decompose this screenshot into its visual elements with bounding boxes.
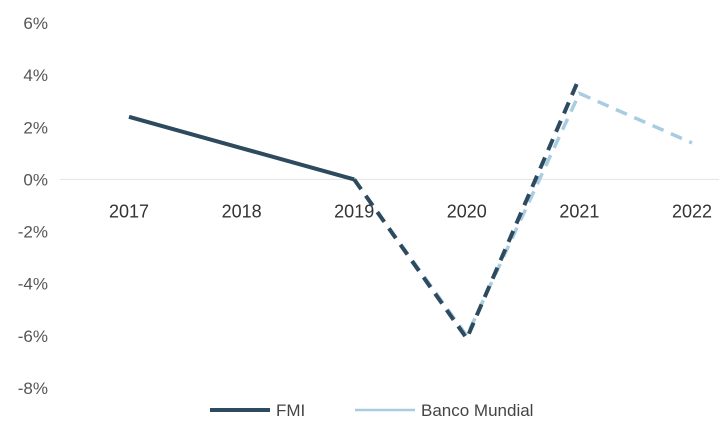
legend-label-fmi: FMI bbox=[276, 401, 305, 420]
y-tick-label: 0% bbox=[23, 170, 48, 189]
y-tick-label: 4% bbox=[23, 66, 48, 85]
y-tick-label: -6% bbox=[18, 327, 48, 346]
series-banco-mundial-dashed bbox=[352, 91, 693, 340]
legend: FMI Banco Mundial bbox=[210, 401, 533, 420]
x-tick-label: 2021 bbox=[559, 201, 599, 221]
y-tick-label: -2% bbox=[18, 223, 48, 242]
y-tick-label: -8% bbox=[18, 379, 48, 398]
y-tick-label: -4% bbox=[18, 275, 48, 294]
x-tick-label: 2022 bbox=[672, 201, 712, 221]
x-tick-label: 2017 bbox=[109, 201, 149, 221]
x-tick-label: 2020 bbox=[447, 201, 487, 221]
series-lines bbox=[128, 76, 693, 343]
x-axis-ticks: 2017 2018 2019 2020 2021 2022 bbox=[109, 201, 712, 221]
x-tick-label: 2019 bbox=[334, 201, 374, 221]
y-tick-label: 2% bbox=[23, 118, 48, 137]
x-tick-label: 2018 bbox=[222, 201, 262, 221]
y-tick-label: 6% bbox=[23, 14, 48, 33]
y-axis-ticks: 6% 4% 2% 0% -2% -4% -6% -8% bbox=[18, 14, 48, 398]
series-fmi-dashed bbox=[352, 76, 582, 343]
series-fmi-solid bbox=[128, 114, 355, 182]
legend-label-banco-mundial: Banco Mundial bbox=[421, 401, 533, 420]
